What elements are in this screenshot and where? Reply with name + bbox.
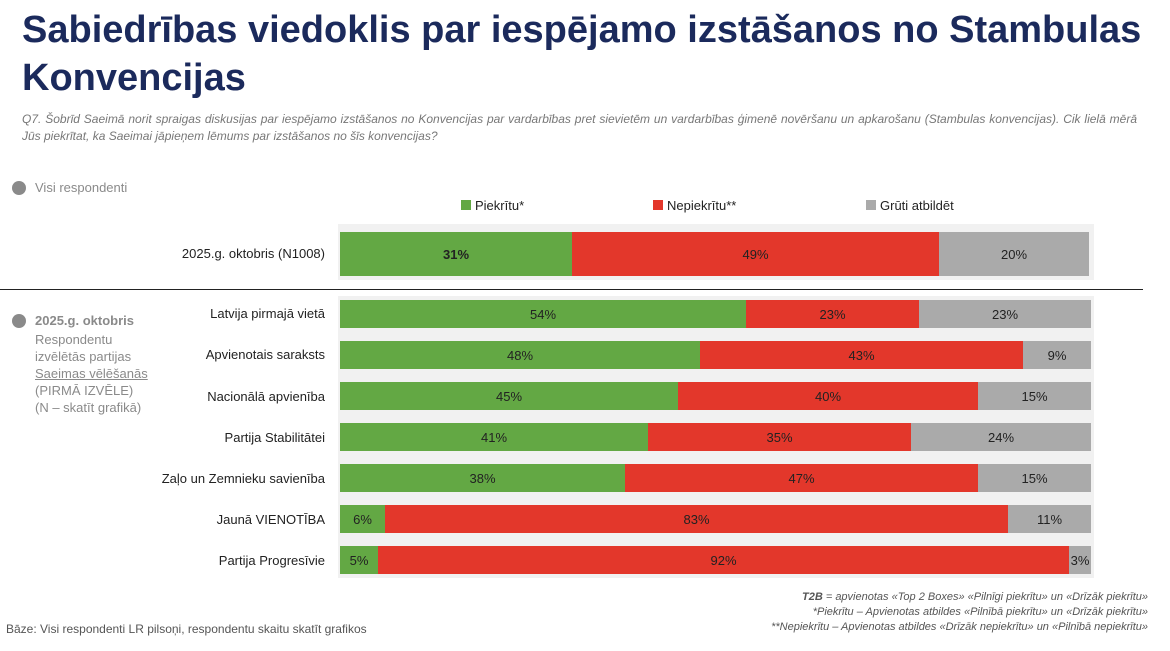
data-label: 6% bbox=[353, 511, 372, 527]
footnote-t2b: T2B = apvienotas «Top 2 Boxes» «Pilnīgi … bbox=[771, 590, 1148, 605]
legend-label-hard: Grūti atbildēt bbox=[880, 197, 954, 213]
bar-segment-disagree: 23% bbox=[746, 300, 919, 328]
bar-segment-agree: 48% bbox=[340, 341, 700, 369]
bar-segment-agree: 45% bbox=[340, 382, 678, 410]
data-label: 40% bbox=[814, 388, 842, 404]
bar-segment-hard: 15% bbox=[978, 464, 1091, 492]
bullet-dot bbox=[12, 314, 26, 328]
data-label: 92% bbox=[710, 552, 737, 568]
bar-segment-disagree: 40% bbox=[678, 382, 978, 410]
all-respondents-label: Visi respondenti bbox=[35, 180, 128, 195]
bar-segment-agree: 6% bbox=[340, 505, 385, 533]
bar-row: 48% 43% 9% bbox=[340, 341, 1091, 369]
page-title: Sabiedrības viedoklis par iespējamo izst… bbox=[22, 9, 1142, 99]
bar-segment-disagree: 92% bbox=[378, 546, 1069, 574]
bar-row-total: 31% 49% 20% bbox=[340, 232, 1089, 276]
bar-segment-agree: 54% bbox=[340, 300, 746, 328]
party-block-heading: 2025.g. oktobris bbox=[35, 313, 134, 328]
legend-swatch-agree bbox=[461, 200, 471, 210]
legend-label-agree: Piekrītu* bbox=[475, 197, 525, 213]
data-label: 9% bbox=[1047, 347, 1067, 363]
bar-row: 45% 40% 15% bbox=[340, 382, 1091, 410]
party-block-line: izvēlētās partijas bbox=[35, 349, 132, 364]
party-block-line: Saeimas vēlēšanās bbox=[35, 366, 148, 381]
data-label: 38% bbox=[469, 470, 496, 486]
bullet-dot bbox=[12, 181, 26, 195]
data-label: 54% bbox=[529, 306, 557, 322]
data-label: 23% bbox=[819, 306, 846, 322]
data-label: 3% bbox=[1070, 552, 1090, 568]
footnote-t2b-key: T2B bbox=[802, 591, 823, 603]
row-label: Zaļo un Zemnieku savienība bbox=[161, 471, 325, 486]
data-label: 49% bbox=[742, 246, 769, 262]
data-label: 5% bbox=[349, 552, 369, 568]
row-label: Partija Progresīvie bbox=[218, 553, 325, 568]
bar-segment-hard: 20% bbox=[939, 232, 1089, 276]
bar-segment-agree: 38% bbox=[340, 464, 625, 492]
data-label: 31% bbox=[442, 246, 470, 262]
bar-row: 38% 47% 15% bbox=[340, 464, 1091, 492]
data-label: 15% bbox=[1021, 388, 1048, 404]
bar-segment-agree: 41% bbox=[340, 423, 648, 451]
legend-item-agree: Piekrītu* bbox=[461, 196, 524, 214]
base-note: Bāze: Visi respondenti LR pilsoņi, respo… bbox=[6, 622, 367, 636]
bar-segment-disagree: 49% bbox=[572, 232, 939, 276]
legend-item-disagree: Nepiekrītu** bbox=[653, 196, 736, 214]
bar-segment-hard: 24% bbox=[911, 423, 1091, 451]
data-label: 11% bbox=[1036, 511, 1063, 527]
row-label: Partija Stabilitātei bbox=[224, 430, 325, 445]
data-label: 20% bbox=[1000, 246, 1028, 262]
data-label: 43% bbox=[848, 347, 875, 363]
data-label: 23% bbox=[991, 306, 1019, 322]
bar-segment-disagree: 47% bbox=[625, 464, 978, 492]
bar-segment-agree: 31% bbox=[340, 232, 572, 276]
footnotes: T2B = apvienotas «Top 2 Boxes» «Pilnīgi … bbox=[771, 590, 1148, 635]
row-label: Nacionālā apvienība bbox=[207, 389, 325, 404]
bar-segment-disagree: 35% bbox=[648, 423, 911, 451]
bar-segment-agree: 5% bbox=[340, 546, 378, 574]
data-label: 24% bbox=[987, 429, 1015, 445]
legend-swatch-hard bbox=[866, 200, 876, 210]
footnote-disagree: **Nepiekrītu – Apvienotas atbildes «Drīz… bbox=[771, 621, 1148, 633]
data-label: 83% bbox=[683, 511, 710, 527]
party-block-line: (PIRMĀ IZVĒLE) bbox=[35, 383, 134, 398]
data-label: 35% bbox=[766, 429, 793, 445]
row-label-total: 2025.g. oktobris (N1008) bbox=[181, 246, 325, 261]
legend-swatch-disagree bbox=[653, 200, 663, 210]
data-label: 48% bbox=[506, 347, 534, 363]
legend-label-disagree: Nepiekrītu** bbox=[667, 197, 737, 213]
bar-row: 6% 83% 11% bbox=[340, 505, 1091, 533]
footnote-agree: *Piekrītu – Apvienotas atbildes «Pilnībā… bbox=[812, 606, 1148, 618]
legend-item-hard: Grūti atbildēt bbox=[866, 196, 954, 214]
bar-segment-disagree: 83% bbox=[385, 505, 1008, 533]
row-label: Jaunā VIENOTĪBA bbox=[216, 512, 325, 527]
bar-segment-disagree: 43% bbox=[700, 341, 1023, 369]
bar-row: 54% 23% 23% bbox=[340, 300, 1091, 328]
bar-row: 41% 35% 24% bbox=[340, 423, 1091, 451]
data-label: 47% bbox=[788, 470, 815, 486]
data-label: 41% bbox=[480, 429, 508, 445]
data-label: 15% bbox=[1021, 470, 1048, 486]
bar-segment-hard: 3% bbox=[1069, 546, 1091, 574]
footnote-t2b-text: = apvienotas «Top 2 Boxes» «Pilnīgi piek… bbox=[822, 591, 1148, 603]
section-divider bbox=[0, 289, 1143, 290]
row-label: Apvienotais saraksts bbox=[205, 347, 325, 362]
bar-row: 5% 92% 3% bbox=[340, 546, 1091, 574]
bar-segment-hard: 15% bbox=[978, 382, 1091, 410]
party-block-line: Respondentu bbox=[35, 332, 113, 347]
row-label: Latvija pirmajā vietā bbox=[210, 306, 325, 321]
bar-segment-hard: 9% bbox=[1023, 341, 1091, 369]
bar-segment-hard: 11% bbox=[1008, 505, 1091, 533]
bar-segment-hard: 23% bbox=[919, 300, 1091, 328]
party-block-line: (N – skatīt grafikā) bbox=[35, 400, 142, 415]
data-label: 45% bbox=[495, 388, 523, 404]
question-text: Q7. Šobrīd Saeimā norit spraigas diskusi… bbox=[22, 112, 1137, 143]
